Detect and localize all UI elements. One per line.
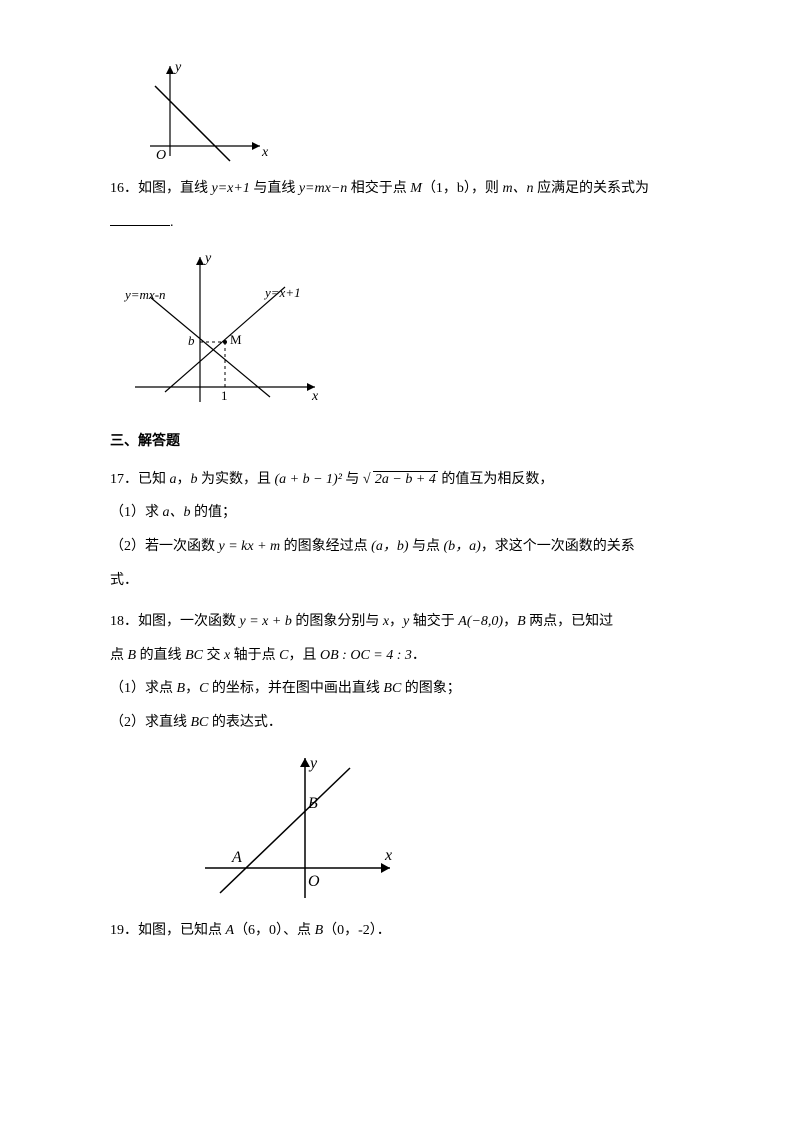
- question-18: 18．如图，一次函数 y = x + b 的图象分别与 x，y 轴交于 A(−8…: [110, 605, 699, 739]
- b-label-18: B: [308, 795, 318, 812]
- b-label: b: [188, 333, 195, 348]
- q18-sub1-comma: ，: [185, 681, 199, 696]
- q16-point: M: [410, 181, 422, 196]
- q18-ptA: A(−8,0): [458, 614, 503, 629]
- q16-number: 16．: [110, 181, 138, 196]
- q18-sub2-bc: BC: [191, 715, 209, 730]
- graph-svg-18: y x A B O: [190, 748, 410, 908]
- q17-sub2-pt2: (b，a): [443, 539, 480, 554]
- q18-ptB: B: [517, 614, 526, 629]
- q18-text3: 轴交于: [409, 614, 458, 629]
- figure-18: y x A B O: [190, 748, 699, 908]
- point-m-label: M: [230, 332, 242, 347]
- question-17: 17．已知 a，b 为实数，且 (a + b − 1)² 与 2a − b + …: [110, 463, 699, 597]
- q18-sub1-b: B: [177, 681, 186, 696]
- q18-l2-b: B: [128, 648, 137, 663]
- q17-sub2-line2: 式．: [110, 573, 138, 588]
- q18-text2: 的图象分别与: [292, 614, 383, 629]
- q17-text2: 为实数，且: [198, 472, 275, 487]
- q18-text5: 两点，已知过: [526, 614, 614, 629]
- figure-16: y x y=mx-n y=x+1 M b 1: [120, 247, 699, 417]
- q18-l2-p2: 的直线: [136, 648, 185, 663]
- question-16: 16．如图，直线 y=x+1 与直线 y=mx−n 相交于点 M（1，b），则 …: [110, 172, 699, 239]
- q16-coords: （1，b）: [422, 181, 471, 196]
- q16-period: .: [170, 215, 174, 230]
- q17-comma1: ，: [177, 472, 191, 487]
- q17-sub1-vars: a、b: [163, 505, 191, 520]
- origin-label: O: [156, 148, 166, 163]
- q18-sub2: （2）求直线: [110, 715, 191, 730]
- q17-number: 17．: [110, 472, 138, 487]
- graph-svg-15: y x O: [120, 56, 280, 166]
- q16-text2: 与直线: [250, 181, 299, 196]
- sqrt-expression: 2a − b + 4: [363, 463, 438, 497]
- graph-svg-16: y x y=mx-n y=x+1 M b 1: [120, 247, 330, 417]
- q16-text5: 应满足的关系式为: [534, 181, 650, 196]
- q17-text3: 与: [342, 472, 363, 487]
- q17-sub2-mid1: 的图象经过点: [280, 539, 371, 554]
- figure-15: y x O: [120, 56, 699, 166]
- q17-sub2-end: ，求这个一次函数的关系: [481, 539, 635, 554]
- q18-l2-p4: 轴于点: [230, 648, 279, 663]
- answer-blank[interactable]: [110, 212, 170, 226]
- q17-sub1-end: 的值；: [191, 505, 237, 520]
- q19-coordsB: （0，-2）: [323, 923, 377, 938]
- q18-ratio: OB : OC = 4 : 3: [320, 648, 412, 663]
- q18-sub1-mid: 的坐标，并在图中画出直线: [208, 681, 383, 696]
- q17-text1: 已知: [138, 472, 170, 487]
- q18-l2-p5: ，且: [289, 648, 321, 663]
- q18-sub1-end: 的图象；: [401, 681, 461, 696]
- q17-sub2: （2）若一次函数: [110, 539, 219, 554]
- q19-coordsA: （6，0）: [234, 923, 283, 938]
- y-axis-label-16: y: [203, 251, 212, 266]
- q18-sub1: （1）求点: [110, 681, 177, 696]
- x-axis-label: x: [261, 145, 269, 160]
- q17-text4: 的值互为相反数，: [438, 472, 554, 487]
- line2-label: y=x+1: [263, 285, 301, 300]
- q18-eq: y = x + b: [240, 614, 292, 629]
- q18-number: 18．: [110, 614, 138, 629]
- q19-ptA: A: [226, 923, 235, 938]
- x-axis-label-16: x: [311, 389, 319, 404]
- q17-sub1: （1）求: [110, 505, 163, 520]
- q19-text2: 、点: [283, 923, 315, 938]
- q18-l2-bc: BC: [185, 648, 203, 663]
- x-axis-label-18: x: [384, 847, 392, 864]
- q17-sub2-pt1: (a，b): [371, 539, 408, 554]
- y-axis-label-18: y: [308, 755, 318, 772]
- q18-comma: ，: [389, 614, 403, 629]
- q16-text4: ，则: [471, 181, 503, 196]
- q18-sub2-end: 的表达式．: [208, 715, 282, 730]
- q17-expr1: (a + b − 1)²: [275, 472, 342, 487]
- q17-a: a: [170, 472, 177, 487]
- q18-text1: 如图，一次函数: [138, 614, 240, 629]
- q16-vars: m、n: [502, 181, 533, 196]
- q19-text1: 如图，已知点: [138, 923, 226, 938]
- o-label: O: [308, 873, 320, 890]
- q16-text3: 相交于点: [347, 181, 410, 196]
- a-label: A: [231, 849, 242, 866]
- q17-b: b: [191, 472, 198, 487]
- sqrt-inner: 2a − b + 4: [373, 471, 438, 487]
- line1-label: y=mx-n: [123, 287, 166, 302]
- q17-sub2-eq: y = kx + m: [219, 539, 281, 554]
- question-19: 19．如图，已知点 A（6，0）、点 B（0，-2）．: [110, 914, 699, 948]
- q19-ptB: B: [315, 923, 324, 938]
- q16-eq1: y=x+1: [212, 181, 250, 196]
- q16-eq2: y=mx−n: [299, 181, 347, 196]
- q18-l2-p1: 点: [110, 648, 128, 663]
- q18-text4: ，: [503, 614, 517, 629]
- q18-l2-p3: 交: [203, 648, 224, 663]
- q16-text1: 如图，直线: [138, 181, 212, 196]
- y-axis-label: y: [173, 60, 182, 75]
- section-3-header: 三、解答题: [110, 425, 699, 459]
- q18-sub1-bc: BC: [383, 681, 401, 696]
- one-label: 1: [221, 388, 228, 403]
- q18-l2-end: ．: [412, 648, 426, 663]
- q17-sub2-mid2: 与点: [408, 539, 443, 554]
- q18-sub1-c: C: [199, 681, 208, 696]
- q18-l2-c: C: [279, 648, 288, 663]
- q19-number: 19．: [110, 923, 138, 938]
- q19-end: ．: [377, 923, 391, 938]
